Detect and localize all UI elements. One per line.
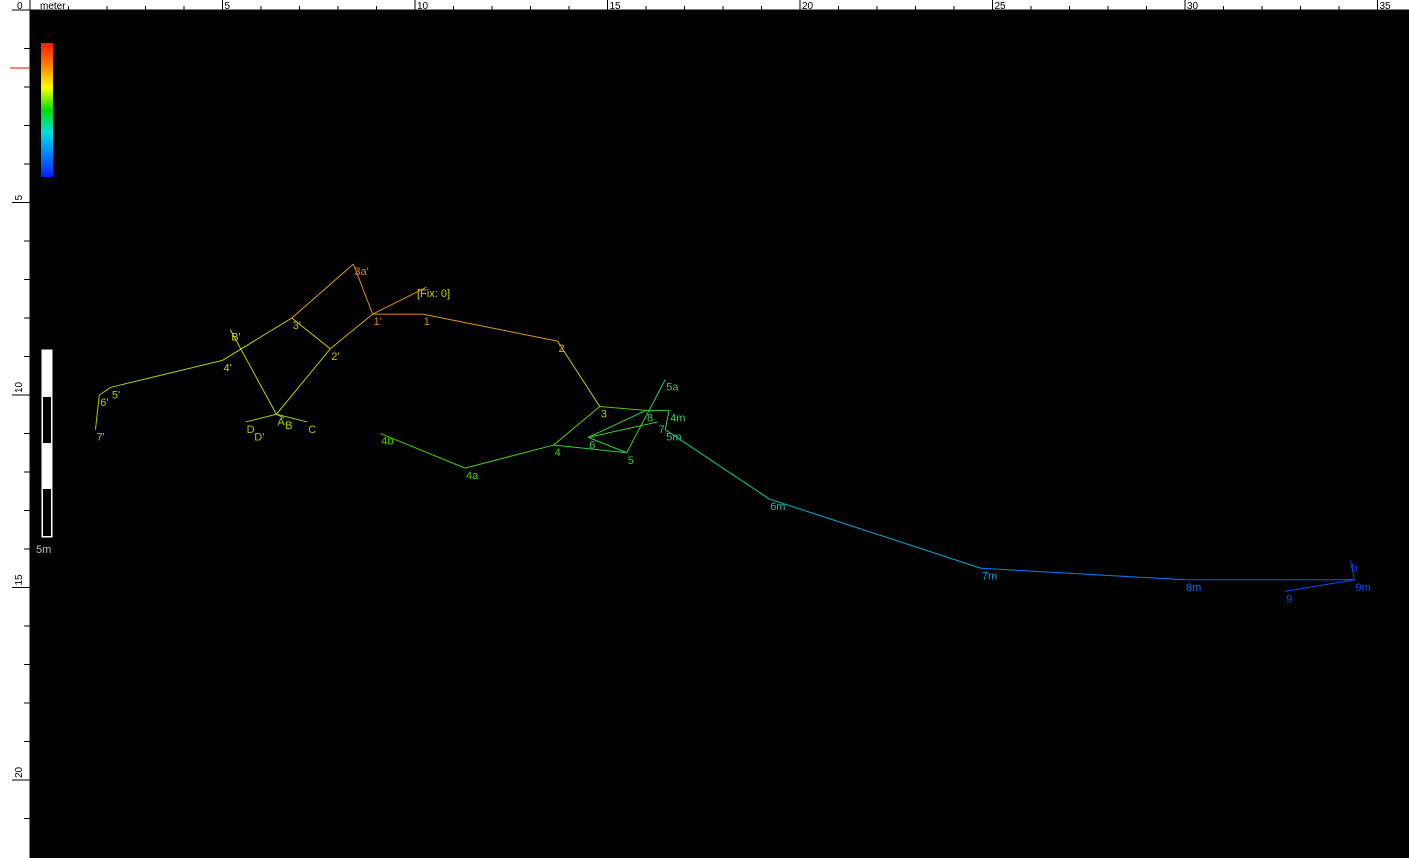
top-ruler-tick-label: 0 <box>17 1 23 12</box>
survey-leg <box>664 410 670 430</box>
survey-leg <box>588 436 627 454</box>
left-ruler <box>0 0 30 858</box>
survey-leg <box>222 317 293 361</box>
survey-leg <box>329 313 373 350</box>
survey-leg <box>380 433 466 469</box>
station-label: 7' <box>96 432 104 444</box>
top-ruler-tick-label: 10 <box>417 1 429 12</box>
station-label: 5' <box>112 389 120 401</box>
top-ruler-tick-label: 30 <box>1187 1 1199 12</box>
drawing-canvas[interactable] <box>30 10 1409 858</box>
top-ruler-tick-label: 35 <box>1380 1 1392 12</box>
survey-legs <box>94 263 1355 592</box>
top-ruler-tick-label: 20 <box>802 1 814 12</box>
survey-leg <box>110 359 223 388</box>
survey-leg <box>980 567 1186 581</box>
station-label: 8 <box>647 412 653 424</box>
survey-leg <box>626 379 666 453</box>
station-label: 2 <box>558 343 564 355</box>
survey-leg <box>291 263 354 319</box>
station-labels: 1 2 3 4 4a 4b 5 6 78 5a 4m 5m 6m 7m 8m 9m b 9 1' 3a' 3' 2' 4' B… <box>96 266 1370 605</box>
station-label: 1' <box>374 316 382 328</box>
station-label: b <box>1352 563 1358 575</box>
station-label: 4a <box>466 470 479 482</box>
station-label: D <box>247 424 255 436</box>
left-ruler-tick-label: 15 <box>14 574 25 586</box>
station-label: 3 <box>601 409 607 421</box>
survey-leg <box>352 263 374 315</box>
survey-leg <box>464 444 554 469</box>
survey-leg <box>1285 579 1355 592</box>
station-label: C <box>308 424 316 436</box>
fix-marker-label: [Fix: 0] <box>417 288 450 300</box>
survey-leg <box>1350 560 1355 580</box>
station-label: B <box>285 420 292 432</box>
survey-leg <box>422 313 558 342</box>
station-label: 6 <box>589 439 595 451</box>
survey-leg <box>229 329 277 415</box>
survey-leg <box>276 413 308 423</box>
survey-leg <box>553 444 627 454</box>
station-label: 4 <box>555 447 561 459</box>
survey-leg <box>245 413 277 423</box>
station-label: A <box>277 416 285 428</box>
ruler-unit-label: meter <box>40 1 66 12</box>
left-ruler-tick-label: 10 <box>14 381 25 393</box>
station-label: 4m <box>670 412 685 424</box>
station-label: 8m <box>1186 582 1201 594</box>
station-label: 6' <box>100 397 108 409</box>
left-ruler-ticks: 5 10 15 20 <box>12 9 30 819</box>
survey-leg <box>553 406 601 446</box>
top-ruler <box>0 0 1409 10</box>
survey-leg <box>588 409 647 438</box>
station-label: 4b <box>381 436 393 448</box>
station-label: 6m <box>770 501 785 513</box>
scale-bar: 5m <box>36 349 53 556</box>
station-label: 5 <box>628 455 634 467</box>
survey-leg <box>599 406 647 411</box>
station-label: 3a' <box>354 266 368 278</box>
station-label: D' <box>254 432 264 444</box>
survey-leg <box>99 386 112 396</box>
station-label: 9 <box>1286 593 1292 605</box>
survey-leg <box>769 498 982 569</box>
station-label: 2' <box>331 351 339 363</box>
top-ruler-ticks: 0 5 10 15 20 25 30 35 <box>17 0 1392 12</box>
survey-leg <box>276 348 331 415</box>
survey-leg <box>557 340 601 407</box>
top-ruler-tick-label: 15 <box>610 1 622 12</box>
survey-leg <box>94 394 100 430</box>
survey-leg <box>372 286 427 315</box>
depth-color-scale <box>41 43 53 177</box>
station-label: 4' <box>224 362 232 374</box>
station-label: 5a <box>666 382 679 394</box>
top-ruler-tick-label: 5 <box>225 1 231 12</box>
survey-leg <box>588 421 658 438</box>
left-ruler-tick-label: 20 <box>14 766 25 778</box>
station-label: 9m <box>1355 582 1370 594</box>
station-label: B' <box>231 332 240 344</box>
station-label: 3' <box>293 320 301 332</box>
scale-bar-label: 5m <box>36 544 51 556</box>
station-label: 7m <box>982 570 997 582</box>
station-label: 1 <box>424 316 430 328</box>
station-label: 7 <box>659 424 665 436</box>
left-ruler-tick-label: 5 <box>14 195 25 201</box>
station-label: 5m <box>666 432 681 444</box>
top-ruler-tick-label: 25 <box>995 1 1007 12</box>
survey-leg <box>664 429 770 500</box>
survey-leg <box>291 317 331 350</box>
